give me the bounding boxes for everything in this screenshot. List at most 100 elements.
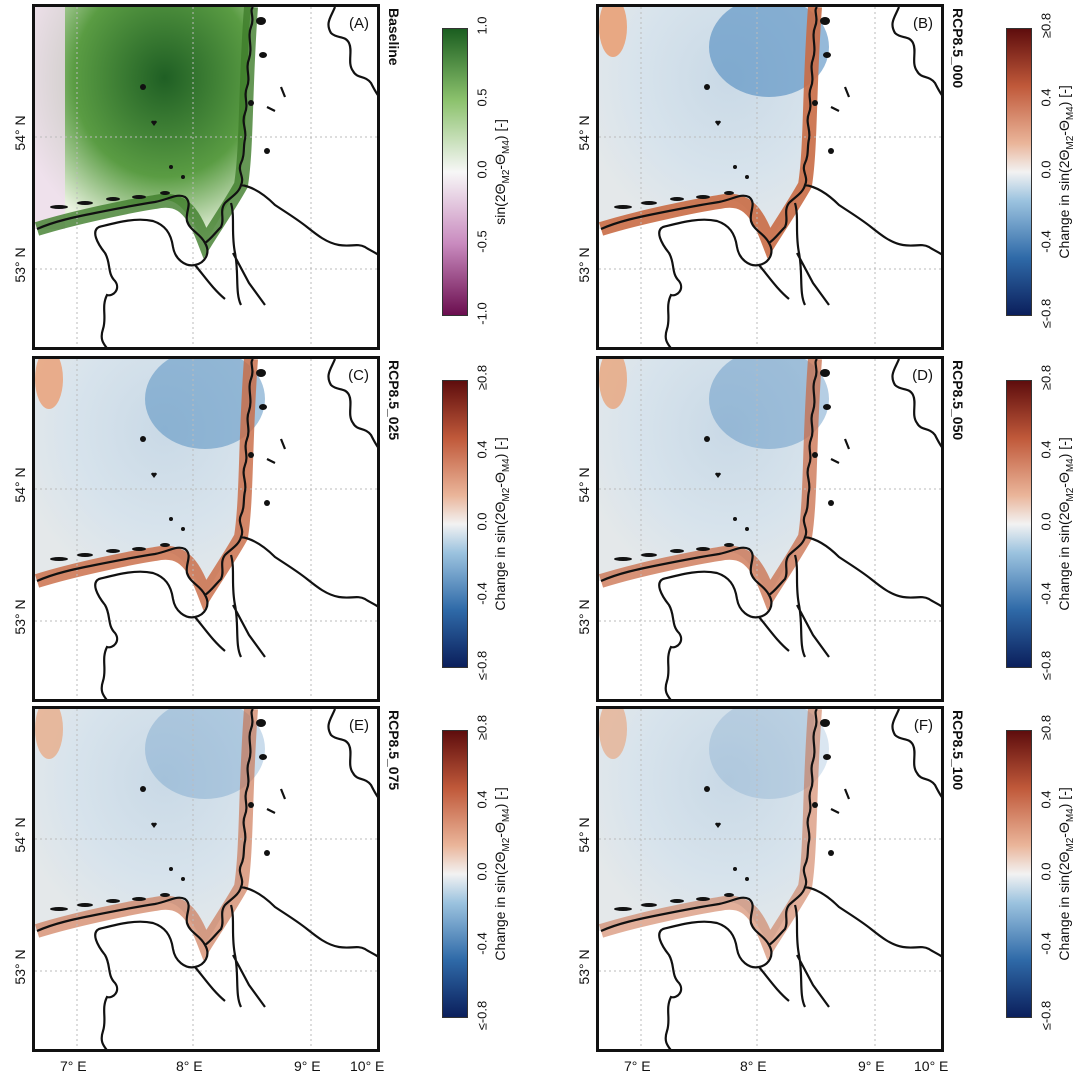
colorbar-tick: 0.4	[474, 790, 490, 809]
colorbar-tick: -0.4	[474, 582, 490, 605]
latitude-label: 54° N	[12, 817, 28, 853]
colorbar-tick: 0.0	[474, 512, 490, 531]
colorbar-label: Change in sin(2ΘM2-ΘM4) [-]	[492, 787, 512, 961]
latitude-label: 53° N	[576, 247, 592, 283]
panel-title: RCP8.5_050	[950, 360, 966, 441]
island	[256, 17, 266, 25]
island	[828, 850, 834, 856]
island	[132, 195, 146, 199]
longitude-label: 10° E	[350, 1058, 385, 1074]
panel-c: (C) 54° N 53° N RCP8.5_025 ≤-0.8 -0.4 0.0 0.4 ≥0…	[12, 356, 552, 706]
map-frame: (F)	[596, 706, 944, 1052]
island	[696, 897, 710, 901]
sea-nw-anomaly	[599, 359, 627, 409]
sea-nw-anomaly	[35, 709, 63, 759]
colorbar-tick: -0.4	[1038, 582, 1054, 605]
sea-field	[35, 709, 251, 945]
helgoland-marker	[151, 120, 157, 126]
sea-nw-anomaly	[599, 709, 627, 759]
sea-field	[35, 7, 251, 243]
island	[132, 897, 146, 901]
island	[169, 517, 173, 521]
colorbar-label: Change in sin(2ΘM2-ΘM4) [-]	[1056, 787, 1076, 961]
panel-title: RCP8.5_000	[950, 8, 966, 89]
panel-letter: (B)	[913, 15, 933, 32]
panel-title: RCP8.5_100	[950, 710, 966, 791]
island	[106, 549, 120, 553]
latitude-label: 54° N	[576, 115, 592, 151]
colorbar-tick: 0.4	[474, 440, 490, 459]
colorbar-tick: -1.0	[474, 302, 490, 325]
panel-d: (D) 54° N 53° N RCP8.5_050 ≤-0.8 -0.4 0.0 0.4 ≥0…	[576, 356, 1084, 706]
helgoland-marker	[151, 822, 157, 828]
helgoland-marker	[715, 120, 721, 126]
island	[670, 197, 684, 201]
panel-b: (B) 54° N 53° N RCP8.5_000 ≤-0.8 -0.4 0.0 0.4 ≥0…	[576, 4, 1084, 354]
panel-letter: (A)	[349, 15, 369, 32]
sea-nw-anomaly	[599, 7, 627, 57]
colorbar-tick: ≥0.8	[474, 714, 490, 741]
panel-e: (E) 54° N 53° N 7° E 8° E 9° E 10° E RCP8.5_075…	[12, 706, 552, 1074]
colorbar-tick: ≥0.8	[1038, 714, 1054, 741]
island	[77, 553, 93, 557]
colorbar-tick: 0.4	[1038, 790, 1054, 809]
island	[733, 165, 737, 169]
island	[248, 452, 254, 458]
island	[140, 786, 146, 792]
island	[77, 903, 93, 907]
panel-a: (A) 54° N 53° N Baseline -1.0 -0.5 0.0 0.5 1.0 si…	[12, 4, 552, 354]
longitude-label: 7° E	[60, 1058, 87, 1074]
colorbar-label: Change in sin(2ΘM2-ΘM4) [-]	[492, 437, 512, 611]
panel-f: (F) 54° N 53° N 7° E 8° E 9° E 10° E RCP8.5_100…	[576, 706, 1084, 1074]
colorbar-tick: ≤-0.8	[1038, 1000, 1054, 1031]
latitude-label: 53° N	[12, 247, 28, 283]
sea-ne-anomaly	[709, 7, 829, 97]
latitude-label: 53° N	[576, 949, 592, 985]
colorbar-tick: ≤-0.8	[1038, 650, 1054, 681]
map-frame: (B)	[596, 4, 944, 350]
colorbar	[1006, 730, 1032, 1018]
island	[823, 754, 831, 760]
coastline	[600, 709, 941, 1049]
colorbar-tick: ≥0.8	[1038, 364, 1054, 391]
colorbar-tick: 0.0	[474, 160, 490, 179]
panel-letter: (E)	[349, 717, 369, 734]
island	[641, 903, 657, 907]
helgoland-marker	[715, 822, 721, 828]
island	[745, 527, 749, 531]
longitude-label: 9° E	[858, 1058, 885, 1074]
map-frame: (E)	[32, 706, 380, 1052]
colorbar-tick: -0.4	[1038, 230, 1054, 253]
latitude-label: 54° N	[576, 817, 592, 853]
island	[259, 754, 267, 760]
sea-field	[599, 359, 815, 595]
island	[614, 205, 632, 209]
island	[106, 197, 120, 201]
colorbar-tick: 0.0	[1038, 862, 1054, 881]
colorbar-tick: 0.4	[1038, 88, 1054, 107]
island	[169, 867, 173, 871]
island	[259, 52, 267, 58]
island	[670, 899, 684, 903]
colorbar-tick: 0.0	[474, 862, 490, 881]
latitude-label: 54° N	[12, 115, 28, 151]
island	[745, 877, 749, 881]
colorbar	[442, 28, 468, 316]
island	[823, 52, 831, 58]
island	[50, 557, 68, 561]
island	[724, 543, 734, 547]
island	[696, 547, 710, 551]
island	[812, 452, 818, 458]
colorbar-tick: -0.4	[474, 932, 490, 955]
sea-nw-anomaly	[35, 359, 63, 409]
colorbar	[1006, 380, 1032, 668]
island	[670, 549, 684, 553]
colorbar-tick: 0.4	[1038, 440, 1054, 459]
coastline	[36, 7, 377, 347]
coastline	[600, 7, 941, 347]
island	[704, 436, 710, 442]
island	[733, 517, 737, 521]
island	[50, 205, 68, 209]
colorbar	[442, 730, 468, 1018]
map-svg	[599, 359, 941, 699]
